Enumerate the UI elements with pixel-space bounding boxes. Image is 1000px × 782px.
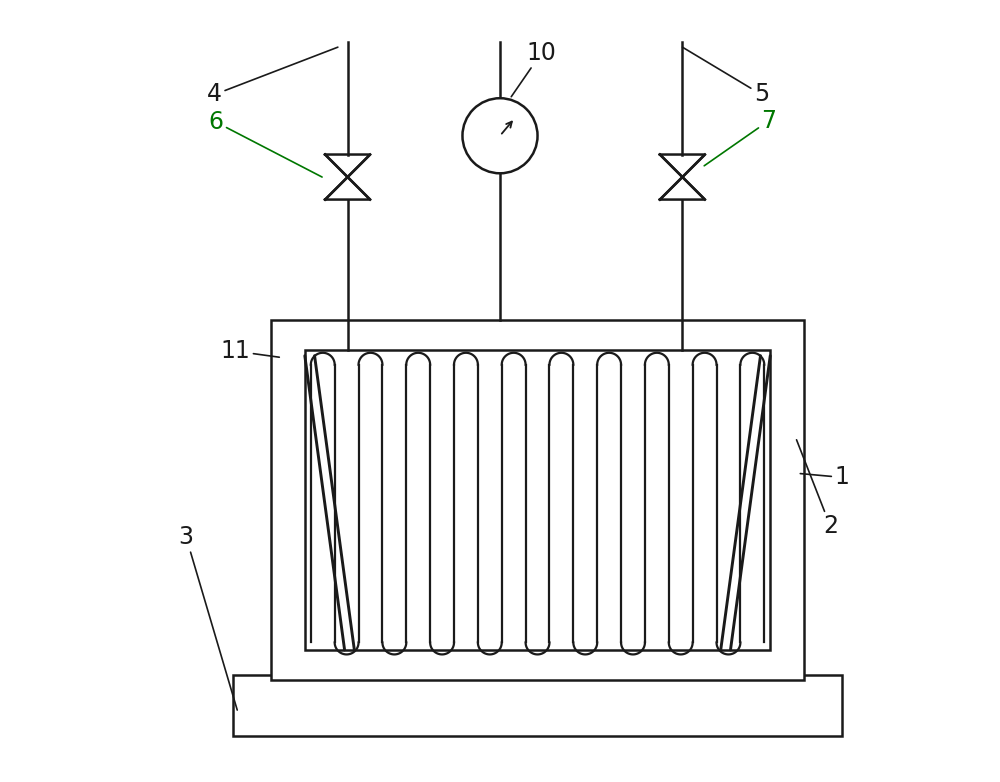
Text: 11: 11 (221, 339, 279, 363)
Text: 2: 2 (797, 439, 838, 538)
Text: 3: 3 (179, 526, 237, 710)
Text: 1: 1 (800, 465, 849, 490)
Text: 6: 6 (209, 110, 322, 177)
Text: 4: 4 (207, 47, 338, 106)
Bar (305, 350, 770, 650)
Bar (271, 320, 804, 680)
Circle shape (462, 99, 538, 174)
Bar (233, 675, 842, 737)
Text: 7: 7 (704, 109, 776, 166)
Text: 5: 5 (682, 47, 769, 106)
Text: 10: 10 (511, 41, 556, 97)
